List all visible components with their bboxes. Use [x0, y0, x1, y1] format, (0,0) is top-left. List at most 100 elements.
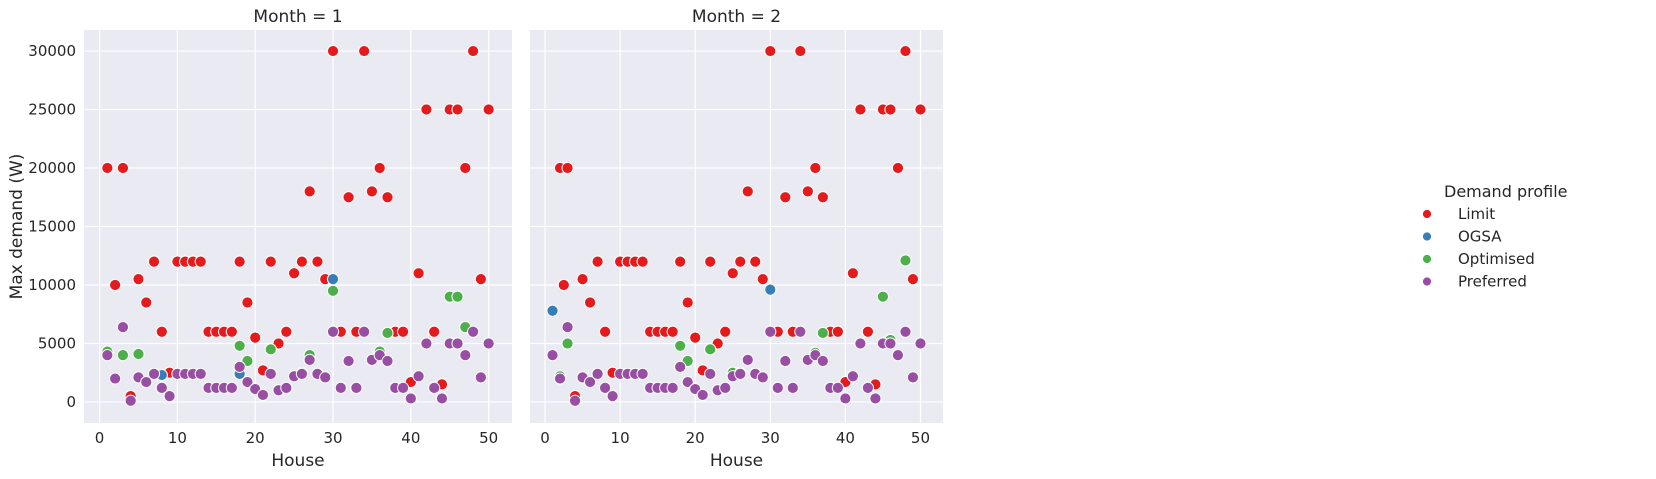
point-preferred: [899, 325, 912, 338]
point-limit: [598, 325, 612, 338]
point-limit: [557, 278, 570, 292]
point-limit: [459, 161, 472, 175]
point-optimised: [132, 347, 145, 361]
point-preferred: [764, 325, 777, 338]
point-limit: [636, 255, 649, 268]
point-limit: [326, 44, 340, 58]
point-preferred: [756, 371, 769, 384]
point-limit: [576, 273, 589, 286]
point-preferred: [326, 325, 340, 338]
point-limit: [342, 191, 355, 204]
point-preferred: [546, 349, 559, 362]
point-preferred: [816, 354, 829, 368]
point-preferred: [734, 367, 747, 380]
legend-label-preferred: Preferred: [1458, 273, 1527, 291]
point-preferred: [264, 367, 277, 380]
point-limit: [474, 273, 487, 286]
point-preferred: [553, 372, 567, 385]
point-limit: [583, 296, 597, 309]
point-limit: [741, 185, 754, 198]
point-limit: [854, 103, 867, 116]
point-preferred: [295, 367, 308, 380]
point-preferred: [256, 388, 270, 402]
legend-marker-ogsa: [1422, 231, 1432, 242]
y-axis-label: Max demand (W): [7, 154, 27, 300]
point-preferred: [681, 375, 694, 389]
point-preferred: [140, 375, 153, 389]
point-limit: [816, 191, 829, 204]
point-preferred: [561, 320, 574, 334]
point-ogsa: [546, 304, 559, 317]
point-limit: [749, 255, 762, 268]
point-limit: [225, 325, 238, 338]
point-preferred: [116, 320, 130, 334]
point-preferred: [583, 375, 597, 389]
point-limit: [233, 255, 246, 268]
point-optimised: [116, 349, 130, 362]
point-preferred: [396, 381, 410, 395]
point-limit: [899, 44, 912, 58]
point-limit: [719, 325, 732, 338]
legend-marker-optimised: [1422, 254, 1432, 264]
point-limit: [689, 331, 702, 344]
y-tick-label: 10000: [28, 276, 76, 294]
point-preferred: [435, 392, 449, 405]
point-ogsa: [326, 273, 340, 286]
point-limit: [373, 161, 386, 175]
point-preferred: [568, 394, 582, 407]
x-axis-label-month-1: House: [271, 451, 324, 471]
point-limit: [831, 325, 844, 338]
x-tick-label: 50: [479, 429, 498, 447]
point-limit: [591, 255, 604, 268]
panel-month-1: Month = 1 0 10 20 30 40 50 0 5000 10000 15000 200…: [28, 7, 512, 471]
point-limit: [466, 44, 480, 58]
point-preferred: [334, 381, 347, 395]
point-preferred: [280, 381, 293, 395]
point-limit: [101, 161, 114, 175]
point-limit: [288, 267, 301, 280]
point-limit: [194, 255, 207, 268]
point-preferred: [124, 394, 137, 407]
point-preferred: [696, 388, 709, 402]
x-tick-label: 40: [401, 429, 420, 447]
point-preferred: [225, 381, 238, 395]
x-tick-label: 20: [246, 429, 265, 447]
point-limit: [801, 185, 814, 198]
point-limit: [147, 255, 161, 268]
point-preferred: [598, 381, 612, 395]
point-limit: [561, 161, 574, 175]
point-optimised: [899, 254, 912, 267]
point-limit: [303, 185, 316, 198]
point-limit: [861, 325, 875, 338]
x-tick-label: 10: [611, 429, 630, 447]
x-tick-label: 50: [911, 429, 930, 447]
point-limit: [412, 267, 425, 280]
point-preferred: [869, 392, 882, 405]
point-optimised: [233, 339, 246, 352]
point-preferred: [109, 372, 122, 385]
point-limit: [681, 296, 694, 309]
point-limit: [116, 161, 130, 175]
point-preferred: [163, 389, 176, 403]
point-preferred: [704, 367, 717, 380]
y-tick-label: 5000: [38, 334, 76, 352]
point-preferred: [381, 354, 394, 368]
point-limit: [358, 44, 371, 58]
y-tick-label: 0: [66, 393, 76, 411]
point-preferred: [350, 381, 363, 395]
x-tick-label: 40: [836, 429, 855, 447]
point-limit: [295, 255, 308, 268]
point-preferred: [636, 367, 649, 380]
point-preferred: [482, 337, 495, 350]
point-optimised: [451, 290, 464, 303]
point-preferred: [839, 392, 852, 405]
point-limit: [666, 325, 679, 338]
y-tick-label: 30000: [28, 42, 76, 60]
point-limit: [734, 255, 747, 268]
point-limit: [726, 267, 739, 280]
point-preferred: [719, 381, 732, 395]
point-preferred: [342, 354, 355, 368]
point-preferred: [779, 354, 792, 368]
point-preferred: [674, 360, 687, 373]
point-limit: [794, 44, 807, 58]
